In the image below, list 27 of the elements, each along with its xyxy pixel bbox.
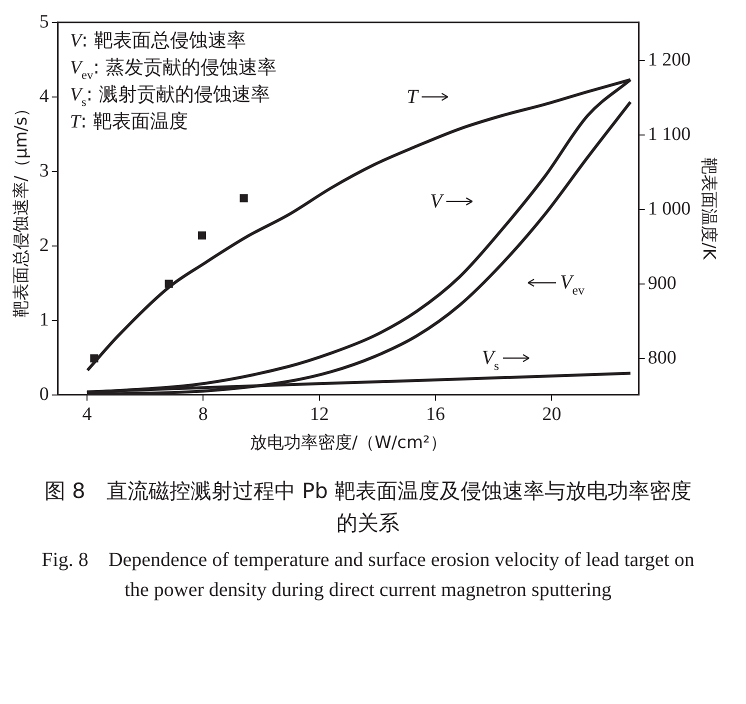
text: 图 8 直流磁控溅射过程中 Pb 靶表面温度及侵蚀速率与放电功率密度的关系	[43, 478, 693, 536]
y2-tick-label: 800	[648, 347, 676, 368]
y-tick-label: 2	[39, 234, 49, 256]
x-tick-label: 20	[542, 404, 562, 426]
y-tick-label: 3	[39, 160, 49, 182]
y-tick-label: 1	[39, 309, 49, 330]
y-tick-label: 4	[39, 86, 50, 107]
y2-tick-label: 1 000	[648, 198, 691, 220]
y2-tick-label: 1 100	[648, 124, 691, 145]
y-tick-label: 5	[39, 11, 49, 32]
legend-label: T	[406, 86, 420, 108]
y2-tick-label: 1 200	[648, 49, 691, 70]
y2-tick-label: 900	[648, 272, 676, 294]
annotation: T: 靶表面温度	[70, 110, 188, 132]
y-axis-title: 靶表面总侵蚀速率/（μm/s）	[12, 100, 32, 318]
x-tick-label: 8	[198, 404, 208, 426]
x-tick-label: 4	[82, 404, 92, 426]
x-tick-label: 16	[426, 404, 446, 426]
annotation: V: 靶表面总侵蚀速率	[70, 29, 246, 52]
x-tick-label: 12	[310, 404, 329, 426]
point	[198, 231, 206, 240]
point	[240, 194, 248, 202]
x-axis-title: 放电功率密度/（W/cm²）	[250, 433, 447, 454]
y2-axis-title: 靶表面温度/K	[698, 158, 718, 260]
y-tick-label: 0	[39, 384, 49, 405]
legend-label: V	[430, 190, 446, 212]
text: Fig. 8 Dependence of temperature and surface erosion velocity of lead target on the power density during direct current magnetron sputtering	[40, 548, 696, 603]
